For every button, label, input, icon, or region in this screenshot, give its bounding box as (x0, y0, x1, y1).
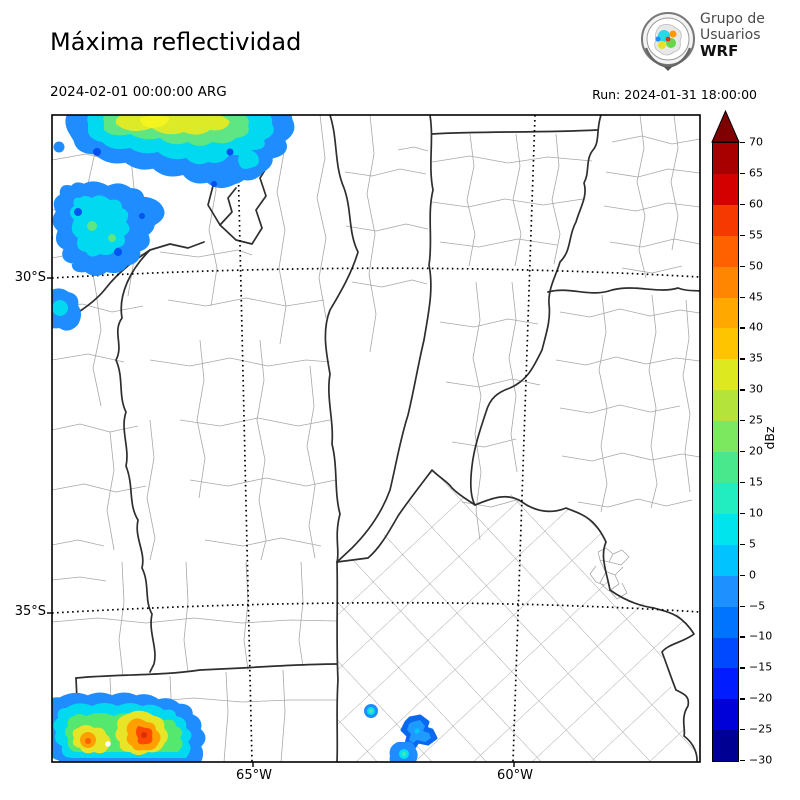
colorbar-band (713, 606, 738, 638)
run-time-label: Run: 2024-01-31 18:00:00 (592, 87, 757, 102)
graticule-gridlines (52, 115, 700, 762)
colorbar-tick-mark (740, 358, 745, 360)
colorbar-tick-mark (740, 296, 745, 298)
colorbar-band (713, 143, 738, 174)
colorbar-tick-label: 30 (749, 382, 763, 396)
colorbar-tick-mark (740, 142, 745, 144)
colorbar-tick-label: 0 (749, 568, 756, 582)
colorbar-tick-label: 55 (749, 228, 763, 242)
colorbar-band (713, 544, 738, 576)
colorbar-tick-mark (740, 729, 745, 731)
logo-text-line1: Grupo de (700, 11, 765, 27)
latitude-gridline-30s (52, 267, 700, 279)
colorbar-tick-mark (740, 389, 745, 391)
colorbar-tick-label: −10 (749, 629, 773, 643)
colorbar-band (713, 328, 738, 360)
colorbar-tick-mark (740, 698, 745, 700)
colorbar-unit-label: dBz (762, 426, 777, 450)
colorbar-band (713, 513, 738, 545)
colorbar-band (713, 266, 738, 298)
colorbar-band (713, 730, 738, 762)
valid-time-label: 2024-02-01 00:00:00 ARG (50, 84, 227, 100)
colorbar-tick-label: 20 (749, 444, 763, 458)
colorbar-tick-mark (740, 481, 745, 484)
colorbar-band (713, 637, 738, 669)
colorbar-tick-label: −25 (749, 722, 773, 736)
page-title: Máxima reflectividad (50, 28, 302, 56)
logo-text-wrf: WRF (700, 42, 739, 61)
colorbar-tick-label: 25 (749, 413, 763, 427)
colorbar-band (713, 421, 738, 453)
colorbar-tick-mark (740, 420, 745, 422)
colorbar-tick-label: 5 (749, 537, 756, 551)
lon-tick-65w: 65°W (236, 768, 272, 783)
colorbar-band (713, 668, 738, 700)
colorbar-tick-label: 35 (749, 351, 763, 365)
radar-echo-buenosaires-cells (364, 704, 438, 762)
lat-tick-35s: 35°S (14, 604, 46, 619)
colorbar-tick-mark (740, 636, 745, 638)
colorbar-bands (712, 142, 739, 762)
colorbar-tick-mark (740, 451, 745, 453)
wrf-users-logo: Grupo de Usuarios WRF (638, 8, 768, 72)
colorbar-tick-label: −30 (749, 753, 773, 767)
colorbar-band (713, 452, 738, 483)
lat-tick-30s: 30°S (14, 270, 46, 285)
department-borders (52, 115, 700, 762)
colorbar-tick-label: 40 (749, 320, 763, 334)
colorbar-band (713, 173, 738, 205)
colorbar-tick-mark (740, 234, 745, 237)
colorbar-tick-mark (740, 327, 745, 329)
colorbar-tick-mark (740, 760, 745, 762)
colorbar-tick-mark (740, 172, 745, 175)
colorbar-tick-label: 60 (749, 197, 763, 211)
colorbar-tick-label: −5 (749, 599, 766, 612)
colorbar-band (713, 390, 738, 422)
colorbar-tick-label: 65 (749, 166, 763, 180)
colorbar-over-arrow-icon (711, 110, 740, 143)
colorbar-tick-mark (740, 543, 745, 546)
colorbar-ticks: 70 65 60 55 50 45 40 35 30 25 20 15 10 5 0 −5 −10 −15 −20−… (740, 136, 796, 767)
latitude-gridline-35s (52, 601, 700, 614)
colorbar-tick-label: 50 (749, 259, 763, 273)
colorbar-band (713, 297, 738, 329)
colorbar-tick-label: 45 (749, 290, 763, 303)
colorbar-band (713, 204, 738, 236)
colorbar-tick-mark (740, 605, 745, 607)
logo-text-line2: Usuarios (700, 26, 761, 43)
colorbar-tick-mark (740, 574, 745, 576)
colorbar-tick-mark (740, 667, 745, 669)
lon-tick-60w: 60°W (497, 768, 533, 783)
map-frame (51, 114, 701, 763)
radar-echo-west-secondary (52, 181, 165, 276)
colorbar-tick-label: 70 (749, 135, 763, 149)
axis-tick-marks (47, 277, 515, 767)
radar-echo-southwest-storm (52, 692, 206, 762)
colorbar-tick-mark (740, 512, 745, 515)
colorbar-arrow-shape (711, 110, 740, 143)
radar-echo-west-small (52, 288, 81, 331)
colorbar-tick-label: 15 (749, 475, 763, 489)
colorbar-band (713, 699, 738, 731)
colorbar-tick-label: 10 (749, 506, 763, 520)
colorbar-band (713, 575, 738, 607)
colorbar-band (713, 235, 738, 267)
radar-echo-northwest (53, 115, 295, 188)
colorbar-tick-label: −15 (749, 660, 773, 674)
colorbar-tick-mark (740, 265, 745, 267)
radar-echoes (52, 115, 438, 762)
colorbar-tick-mark (740, 203, 745, 206)
logo-emblem-icon (641, 12, 695, 71)
colorbar-band (713, 359, 738, 391)
buenos-aires-partido-grid (337, 470, 697, 762)
colorbar-band (713, 482, 738, 514)
colorbar-tick-label: −20 (749, 691, 773, 705)
